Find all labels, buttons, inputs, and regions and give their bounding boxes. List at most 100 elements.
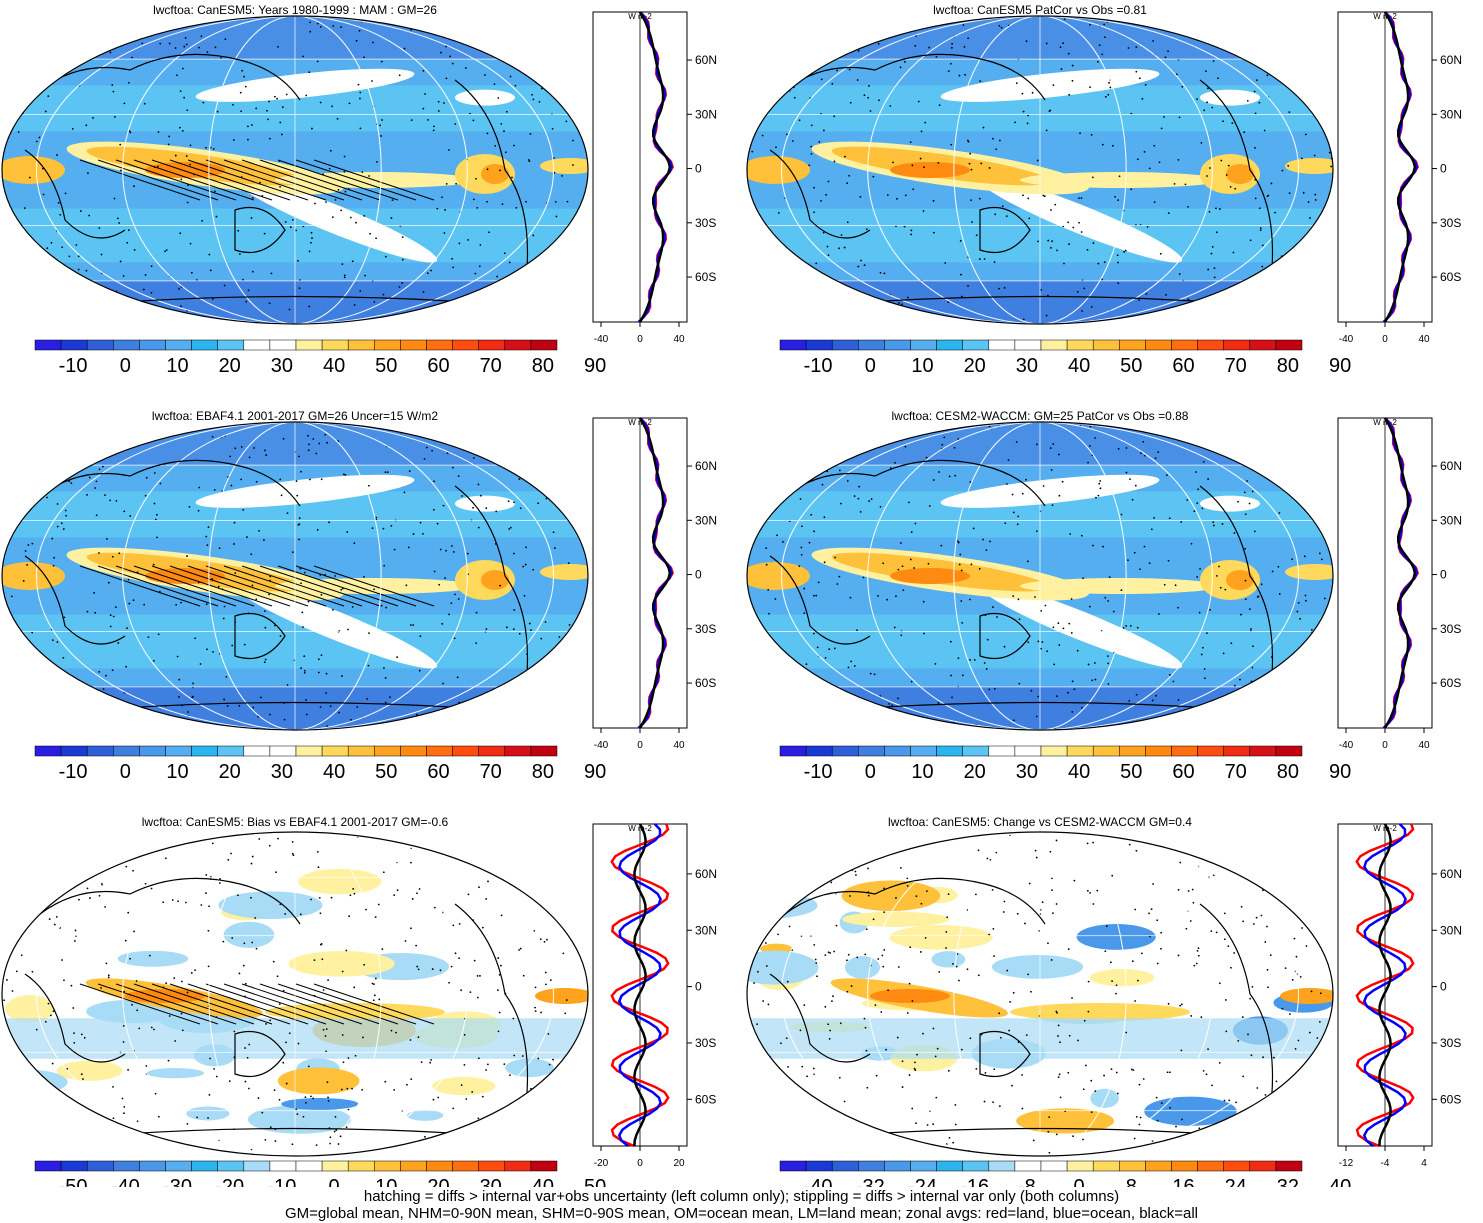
stipple-dot [994,213,997,216]
stipple-dot [966,968,969,971]
colorbar-swatch [1249,745,1277,757]
stipple-dot [951,696,953,699]
stipple-dot [545,497,548,500]
stipple-dot [464,447,466,450]
panel-4: lwcftoa: CESM2-WACCM: GM=25 PatCor vs Ob… [745,406,1483,796]
stipple-dot [873,673,876,676]
stipple-dot [560,1063,563,1066]
stipple-dot [957,657,960,660]
stipple-dot [1280,285,1283,288]
stipple-dot [1259,229,1262,232]
stipple-dot [1106,655,1109,658]
stipple-dot [178,678,181,681]
stipple-dot [105,674,107,677]
stipple-dot [1178,116,1181,119]
stipple-dot [1148,167,1151,170]
stipple-dot [75,244,78,246]
stipple-dot [1284,967,1287,969]
stipple-dot [1092,242,1095,244]
stipple-dot [960,273,962,276]
stipple-dot [806,1075,808,1078]
stipple-dot [477,483,480,486]
stipple-dot [503,1063,506,1065]
stipple-dot [555,916,558,919]
stipple-dot [307,600,310,603]
stipple-dot [184,37,187,39]
colorbar-tick-label: -10 [59,355,88,377]
stipple-dot [299,567,302,570]
stipple-dot [497,1117,500,1120]
stipple-dot [1229,185,1232,188]
stipple-dot [47,1002,50,1005]
stipple-dot [1259,284,1262,287]
stipple-dot [1049,850,1052,853]
stipple-dot [857,497,860,500]
stipple-dot [53,923,56,926]
stipple-dot [529,133,532,135]
stipple-dot [1152,883,1155,885]
stipple-dot [180,1012,183,1015]
stipple-dot [953,446,956,449]
stipple-dot [317,866,320,869]
africa [2,562,65,590]
stipple-dot [518,632,521,635]
colorbar-tick-label: 0 [865,355,876,377]
stipple-dot [1076,290,1079,293]
storm-track [1200,495,1260,512]
stipple-dot [1047,942,1049,945]
stipple-dot [422,69,425,72]
stipple-dot [1254,147,1256,149]
stipple-dot [211,842,214,845]
stipple-dot [949,640,952,643]
stipple-dot [1307,1082,1310,1085]
stipple-dot [1059,1041,1061,1044]
stipple-dot [544,621,547,623]
colorbar-tick-label: 40 [1068,355,1090,377]
diff-patch [146,1068,204,1079]
stipple-dot [265,1023,267,1025]
stipple-dot [298,517,301,520]
stipple-dot [747,625,748,628]
stipple-dot [1135,849,1138,852]
footer-line-1: hatching = diffs > internal var+obs unce… [363,1188,1120,1205]
stipple-dot [28,176,31,179]
stipple-dot [1048,110,1051,113]
stipple-dot [1133,551,1136,554]
stipple-dot [1281,169,1284,172]
stipple-dot [534,873,537,876]
stipple-dot [753,1071,756,1074]
stipple-dot [234,447,237,450]
stipple-dot [1185,1140,1188,1142]
stipple-dot [300,667,302,670]
stipple-dot [1190,1015,1193,1017]
stipple-dot [823,129,825,132]
stipple-dot [185,43,188,46]
stipple-dot [524,456,527,458]
zonal-curve [610,823,670,1148]
stipple-dot [1208,210,1211,213]
stipple-dot [922,600,925,603]
colorbar-swatch [34,1160,62,1172]
stipple-dot [184,901,187,904]
stipple-dot [51,1062,54,1065]
polar-band-south [2,686,588,730]
stipple-dot [1223,912,1226,915]
stipple-dot [914,522,917,525]
colorbar-swatch [962,1160,990,1172]
colorbar-swatch [1145,339,1172,351]
stipple-dot [55,915,58,918]
stipple-dot [392,1153,395,1156]
stipple-dot [967,140,970,143]
stipple-dot [1295,955,1298,958]
stipple-dot [365,908,367,911]
lat-label: 60S [1440,270,1461,284]
hatch-line [223,565,345,607]
hatch-line [205,159,327,201]
stipple-dot [1166,474,1168,477]
stipple-dot [826,245,829,248]
stipple-dot [79,440,82,443]
stipple-dot [432,1098,435,1101]
stipple-dot [556,425,559,428]
stipple-dot [883,948,886,951]
stipple-dot [586,311,588,314]
